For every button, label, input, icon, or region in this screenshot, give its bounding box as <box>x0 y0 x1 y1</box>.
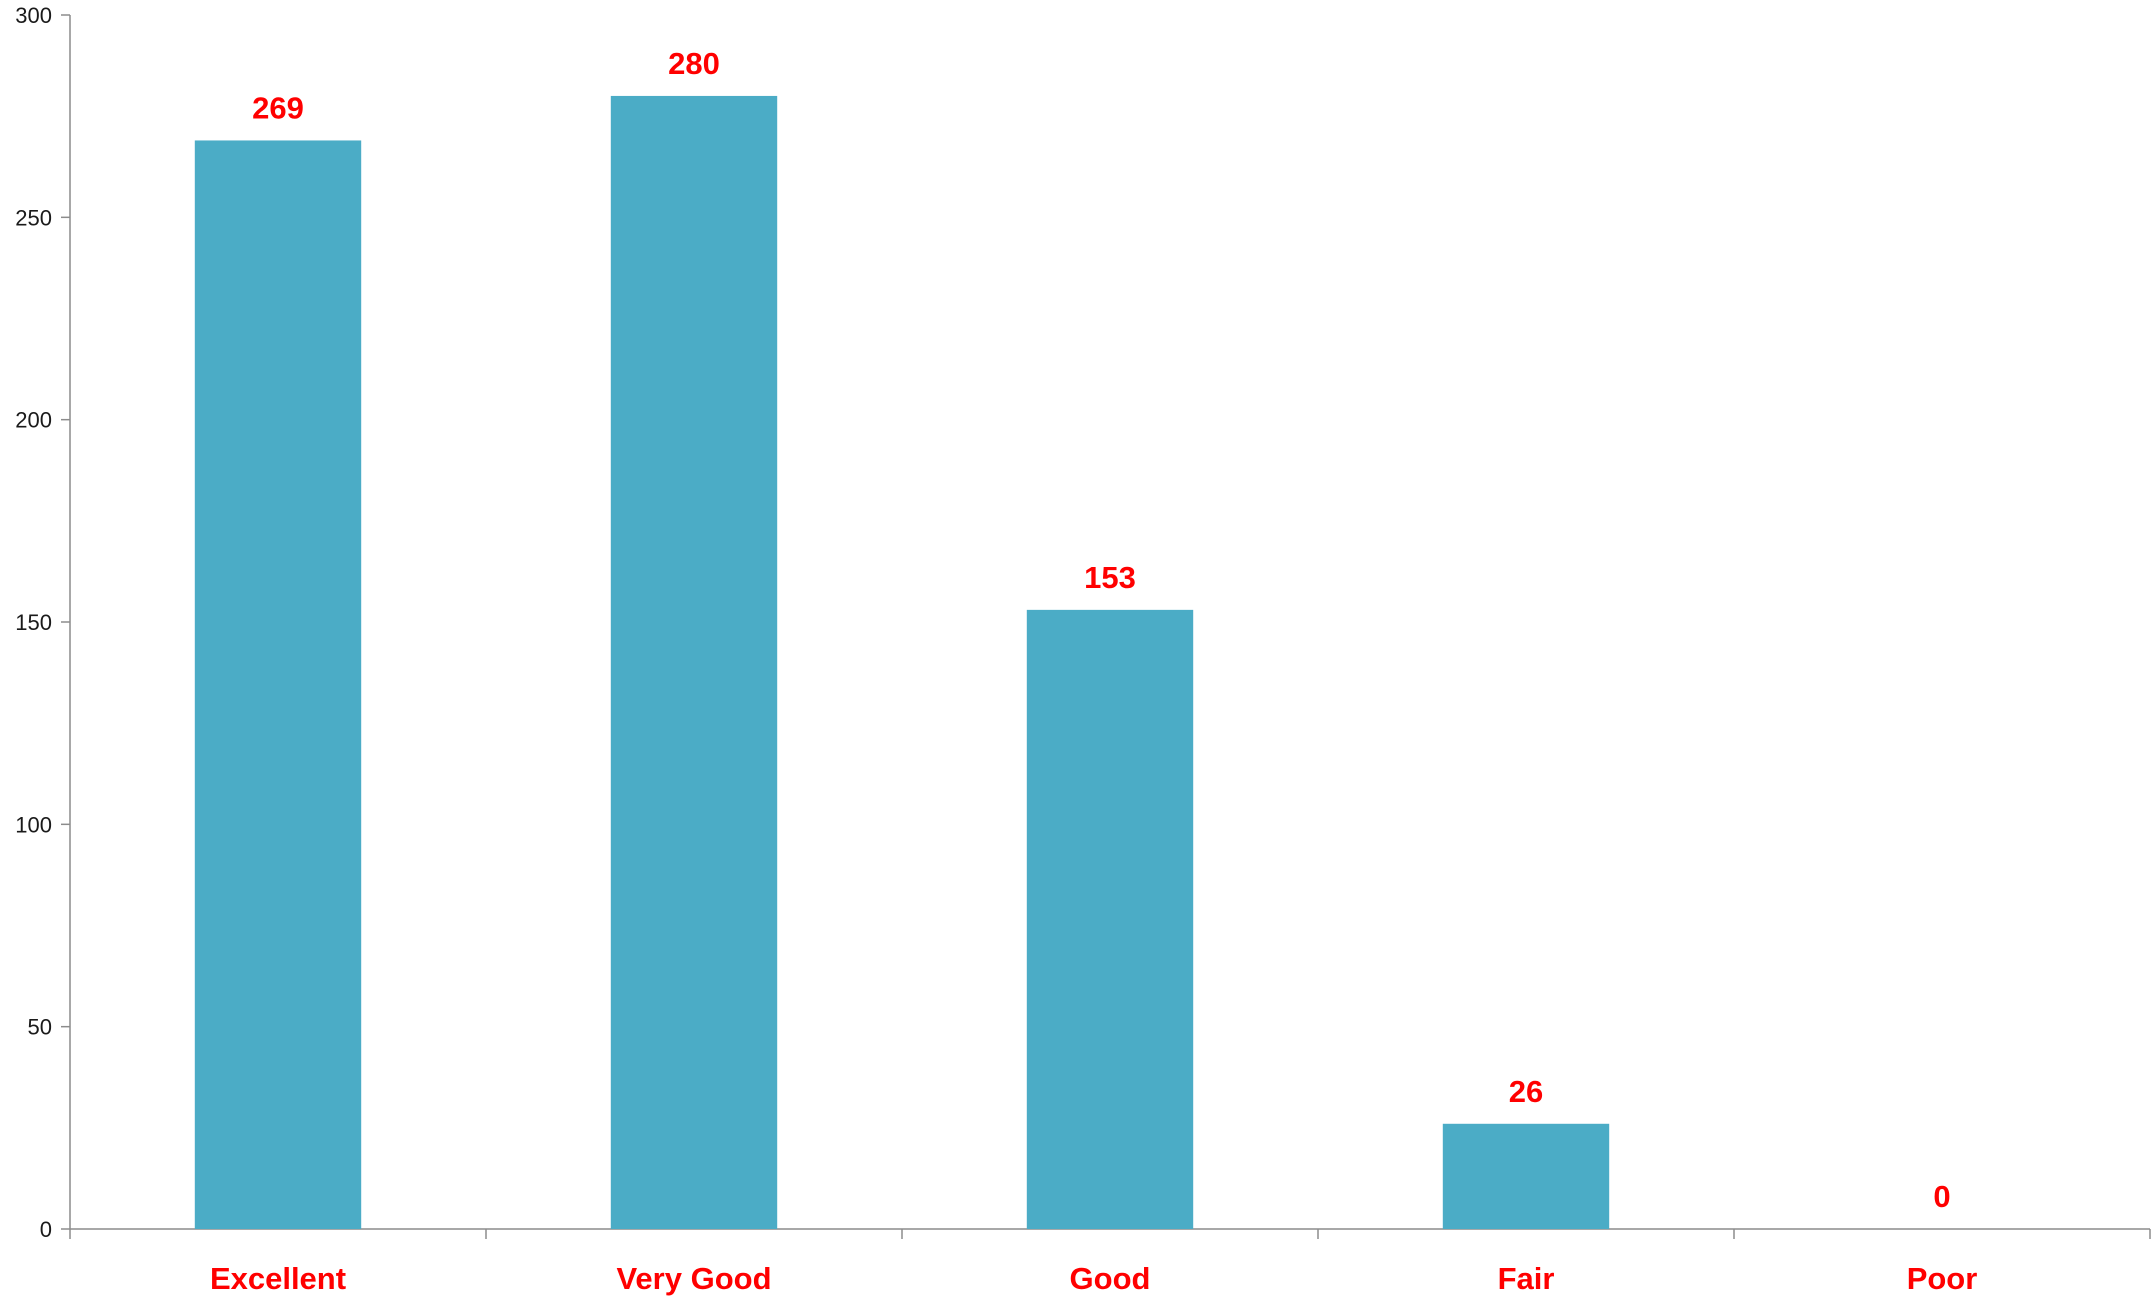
data-label: 26 <box>1509 1074 1543 1109</box>
bars <box>194 95 1610 1230</box>
category-label: Good <box>1070 1261 1151 1296</box>
data-label: 280 <box>668 46 720 81</box>
data-label: 0 <box>1933 1179 1950 1214</box>
data-label: 269 <box>252 90 304 125</box>
y-tick-label: 100 <box>15 812 52 837</box>
y-tick-label: 50 <box>28 1015 52 1040</box>
data-labels: 269 280 153 26 0 <box>252 46 1950 1214</box>
x-axis <box>69 1228 2151 1239</box>
category-label: Poor <box>1907 1261 1978 1296</box>
category-label: Excellent <box>210 1261 346 1296</box>
y-axis: 0 50 100 150 200 250 300 <box>15 3 71 1242</box>
y-tick-label: 150 <box>15 610 52 635</box>
y-tick-label: 300 <box>15 3 52 28</box>
y-tick-label: 200 <box>15 408 52 433</box>
bar-very-good <box>610 95 778 1229</box>
category-label: Fair <box>1498 1261 1555 1296</box>
category-label: Very Good <box>616 1261 771 1296</box>
category-labels: Excellent Very Good Good Fair Poor <box>210 1261 1977 1296</box>
bar-fair <box>1442 1123 1610 1229</box>
bar-good <box>1026 609 1194 1229</box>
y-tick-label: 250 <box>15 205 52 230</box>
data-label: 153 <box>1084 560 1136 595</box>
bar-excellent <box>194 140 362 1230</box>
y-tick-label: 0 <box>40 1217 52 1242</box>
